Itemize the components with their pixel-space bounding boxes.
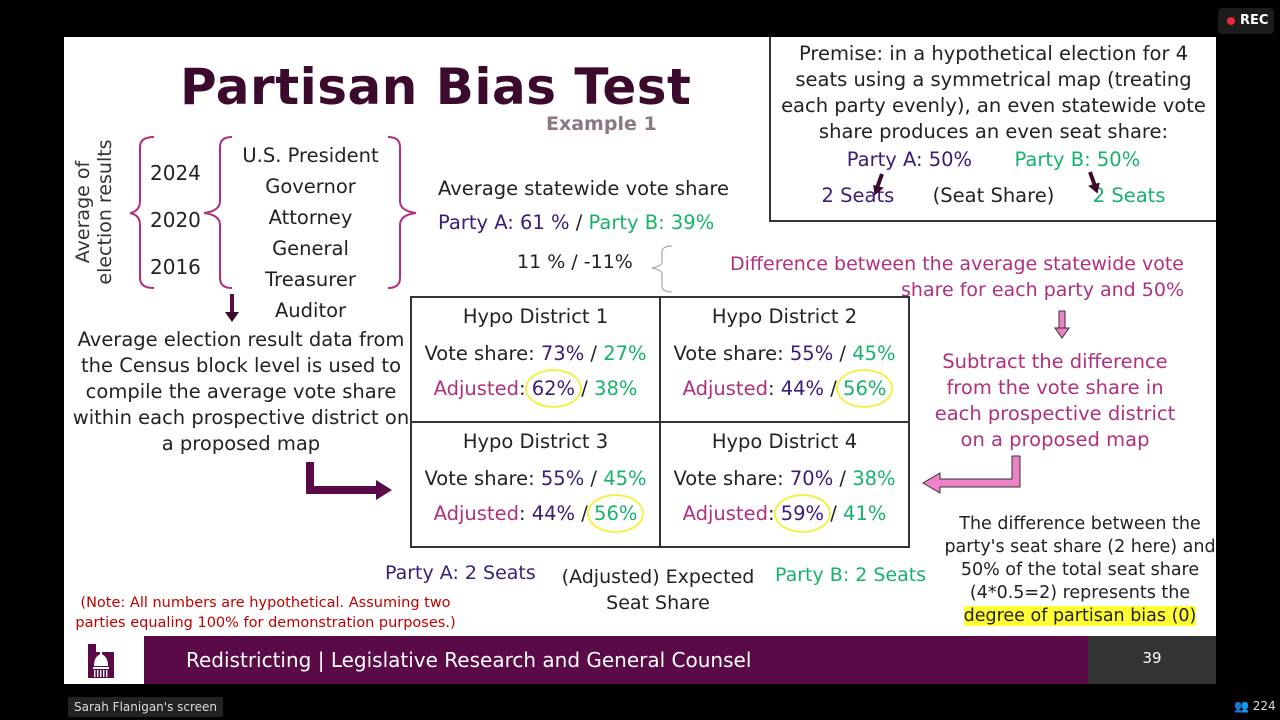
statewide-label: Average statewide vote share: [438, 177, 729, 200]
statewide-difference: 11 % / -11%: [517, 251, 633, 273]
premise-box: Premise: in a hypothetical election for …: [769, 37, 1216, 222]
capitol-logo-icon: [88, 644, 114, 678]
district-cell: Hypo District 3 Vote share: 55% / 45% Ad…: [411, 422, 660, 547]
small-brace-icon: [651, 245, 673, 293]
years-list: 2024 2020 2016: [150, 150, 201, 291]
district-cell: Hypo District 4 Vote share: 70% / 38% Ad…: [660, 422, 909, 547]
statewide-values: Party A: 61 % / Party B: 39%: [438, 211, 715, 234]
winner-circle: 56%: [586, 494, 645, 533]
expected-label: (Adjusted) Expected Seat Share: [561, 566, 755, 614]
footer-bar: [144, 636, 1088, 684]
page-number-box: [1088, 636, 1216, 684]
expected-party-a: Party A: 2 Seats: [385, 562, 536, 584]
arrow-down-icon: [1088, 171, 1100, 194]
arrow-down-icon: [1054, 310, 1070, 339]
premise-party-b: Party B: 50%: [1014, 148, 1141, 171]
year-item: 2016: [150, 255, 201, 279]
elbow-arrow-left-icon: [922, 455, 1021, 494]
participants-indicator[interactable]: 👥 224: [1234, 699, 1276, 713]
right-description: Subtract the difference from the vote sh…: [934, 350, 1176, 451]
elbow-arrow-right-icon: [306, 462, 392, 500]
premise-party-a: Party A: 50%: [846, 148, 973, 171]
page-number: 39: [1142, 649, 1162, 667]
left-brace-icon: [129, 136, 155, 289]
arrow-down-icon: [873, 173, 884, 196]
winner-circle: 59%: [773, 494, 832, 533]
participant-count: 224: [1252, 699, 1276, 713]
year-item: 2020: [150, 208, 201, 232]
offices-list: U.S. President Governor Attorney General…: [242, 144, 379, 322]
participants-icon: 👥: [1234, 699, 1249, 713]
bias-highlight: degree of partisan bias (0): [963, 606, 1197, 626]
bias-description: The difference between the party's seat …: [944, 514, 1216, 626]
footer-text: Redistricting | Legislative Research and…: [186, 648, 752, 672]
right-brace-icon: [387, 136, 417, 289]
rec-label: REC: [1240, 13, 1269, 28]
left-description: Average election result data from the Ce…: [72, 328, 410, 455]
screen-share-label: Sarah Flanigan's screen: [68, 697, 224, 717]
middle-brace-icon: [203, 136, 233, 289]
premise-seat-share-label: (Seat Share): [932, 184, 1055, 207]
year-item: 2024: [150, 161, 201, 185]
premise-text: Premise: in a hypothetical election for …: [781, 42, 1206, 143]
winner-circle: 62%: [524, 369, 583, 408]
slide-subtitle: Example 1: [546, 113, 657, 135]
record-dot-icon: [1227, 17, 1235, 25]
district-cell: Hypo District 1 Vote share: 73% / 27% Ad…: [411, 297, 660, 422]
premise-seats-b: 2 Seats: [1092, 184, 1166, 207]
hypothetical-note: (Note: All numbers are hypothetical. Ass…: [75, 595, 456, 631]
district-grid: Hypo District 1 Vote share: 73% / 27% Ad…: [410, 296, 910, 548]
district-cell: Hypo District 2 Vote share: 55% / 45% Ad…: [660, 297, 909, 422]
slide-title: Partisan Bias Test: [180, 58, 692, 116]
difference-description: Difference between the average statewide…: [730, 253, 1184, 301]
arrow-down-icon: [225, 294, 239, 322]
vertical-label: Average of election results: [72, 139, 116, 285]
expected-party-b: Party B: 2 Seats: [775, 564, 927, 586]
winner-circle: 56%: [835, 369, 894, 408]
